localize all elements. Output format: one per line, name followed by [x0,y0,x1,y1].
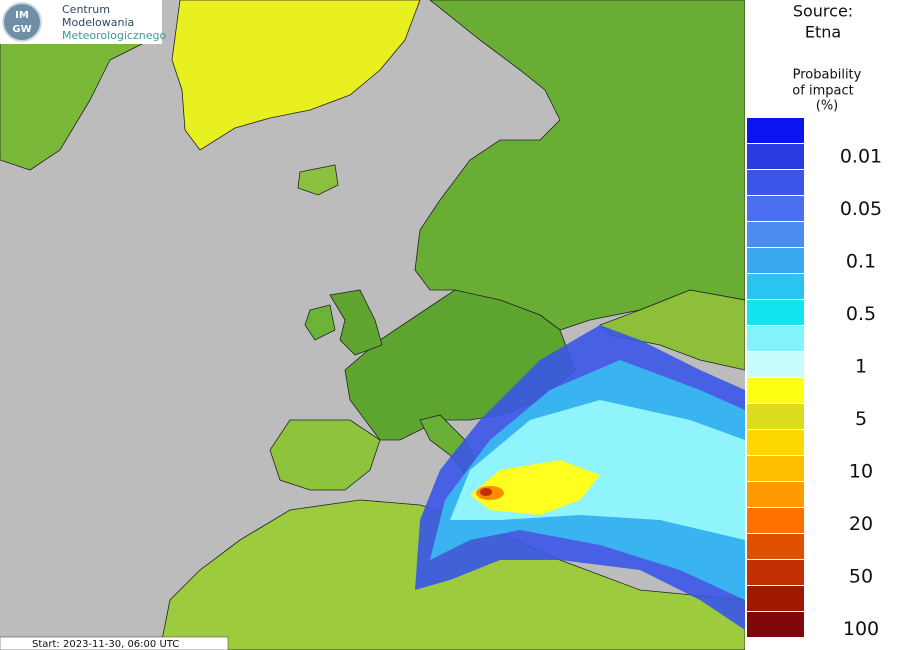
legend-label: 0.5 [846,303,876,325]
legend-label: 5 [855,408,867,430]
logo-badge-text: GW [12,24,31,35]
logo-name: Meteorologicznego [62,29,166,42]
legend-title: Probability [793,68,862,83]
start-box [0,636,229,650]
legend-label: 0.05 [840,198,882,220]
logo-name: Centrum [62,3,110,16]
source-value: Etna [805,23,841,42]
legend-title: of impact [792,84,853,99]
plume [415,325,745,630]
legend-title: (%) [816,99,839,114]
legend-label: 100 [843,618,879,640]
legend-label: 0.1 [846,251,876,273]
logo-badge [2,2,42,42]
legend-bands [747,118,804,637]
start-time: Start: 2023-11-30, 06:00 UTC [32,639,179,650]
legend-label: 10 [849,461,873,483]
logo-name: Modelowania [62,16,134,29]
legend-label: 1 [855,356,867,378]
source-label: Source: [793,2,853,21]
logo-badge-text: IM [15,10,29,21]
legend-label: 50 [849,566,873,588]
legend-label: 0.01 [840,146,882,168]
legend-label: 20 [849,513,873,535]
